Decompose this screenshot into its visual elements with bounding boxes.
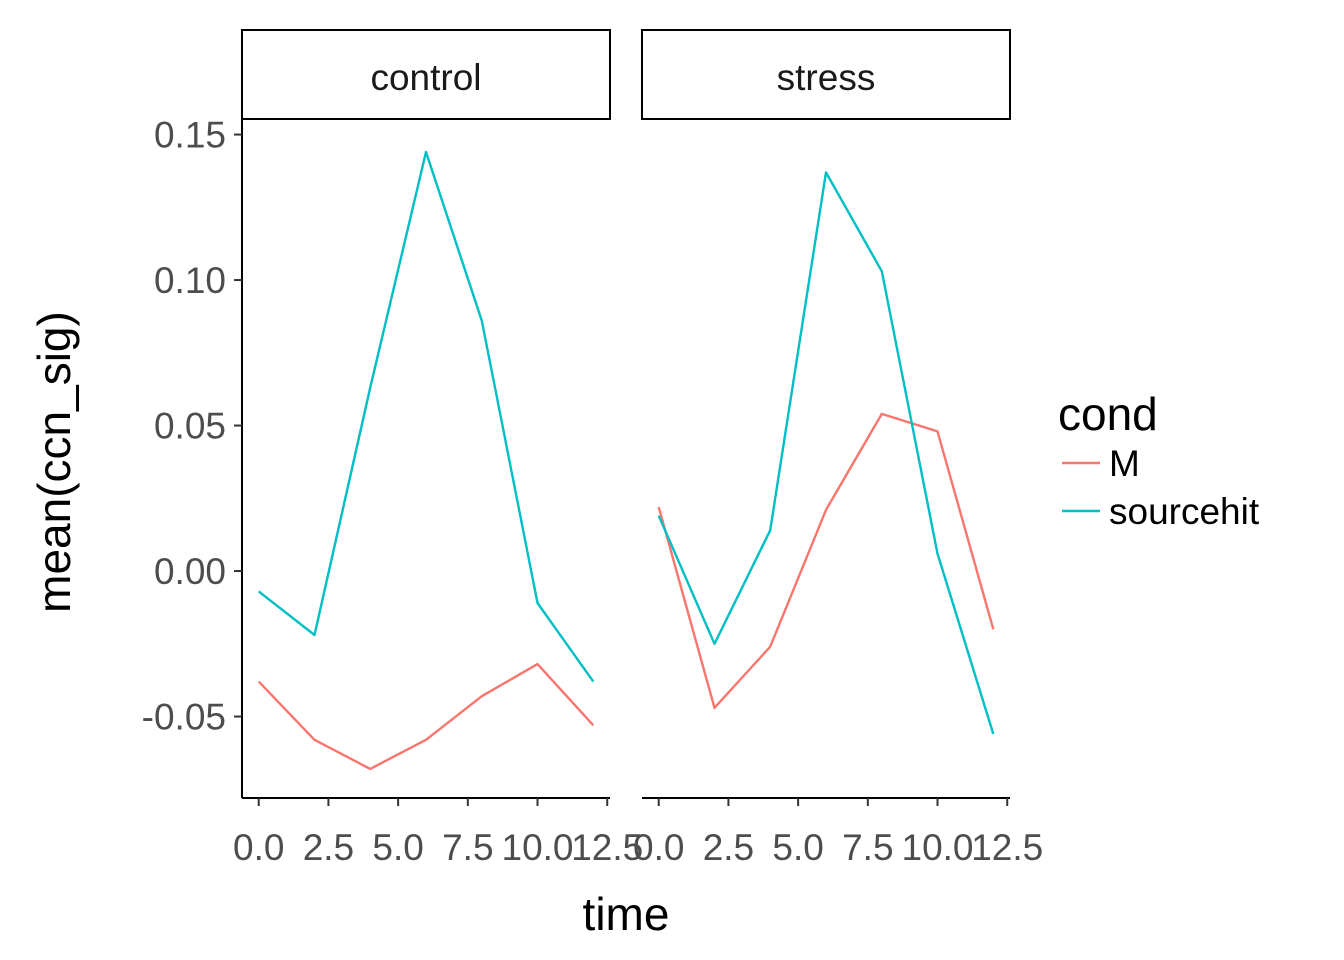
strip-box	[641, 29, 1011, 120]
x-tick-label: 7.5	[842, 827, 893, 868]
legend-label: M	[1109, 443, 1140, 484]
x-axis-title: time	[583, 888, 670, 940]
y-tick-label: 0.00	[154, 551, 226, 592]
x-tick-label: 10.0	[902, 827, 974, 868]
x-tick-label: 5.0	[372, 827, 423, 868]
x-tick-label: 2.5	[703, 827, 754, 868]
y-axis-title: mean(ccn_sig)	[28, 311, 80, 613]
strip-box	[241, 29, 611, 120]
strip-label: control	[370, 57, 481, 98]
x-tick-label: 2.5	[303, 827, 354, 868]
panel-control: control 0.0 2.5 5.0 7.5 10.012.5 -0.05 0.00 0.05…	[142, 29, 643, 868]
y-tick-label: 0.05	[154, 406, 226, 447]
series-line-sourcehit	[657, 171, 995, 735]
x-tick-label: 0.0	[233, 827, 284, 868]
x-tick-label: 7.5	[442, 827, 493, 868]
y-tick-label: -0.05	[142, 697, 226, 738]
legend-label: sourcehit	[1109, 491, 1260, 532]
y-tick-label: 0.15	[154, 115, 226, 156]
series-line-M	[257, 662, 595, 771]
y-tick-label: 0.10	[154, 260, 226, 301]
panel-stress: stress 0.0 2.5 5.0 7.5 10.012.5	[633, 29, 1043, 868]
x-tick-label: 12.5	[571, 827, 643, 868]
strip-label: stress	[777, 57, 876, 98]
x-tick-label: 10.0	[502, 827, 574, 868]
series-line-sourcehit	[257, 150, 595, 683]
x-tick-label: 0.0	[633, 827, 684, 868]
x-tick-label: 5.0	[772, 827, 823, 868]
x-tick-label: 12.5	[971, 827, 1043, 868]
legend-title: cond	[1058, 388, 1158, 440]
series-line-M	[657, 412, 995, 709]
